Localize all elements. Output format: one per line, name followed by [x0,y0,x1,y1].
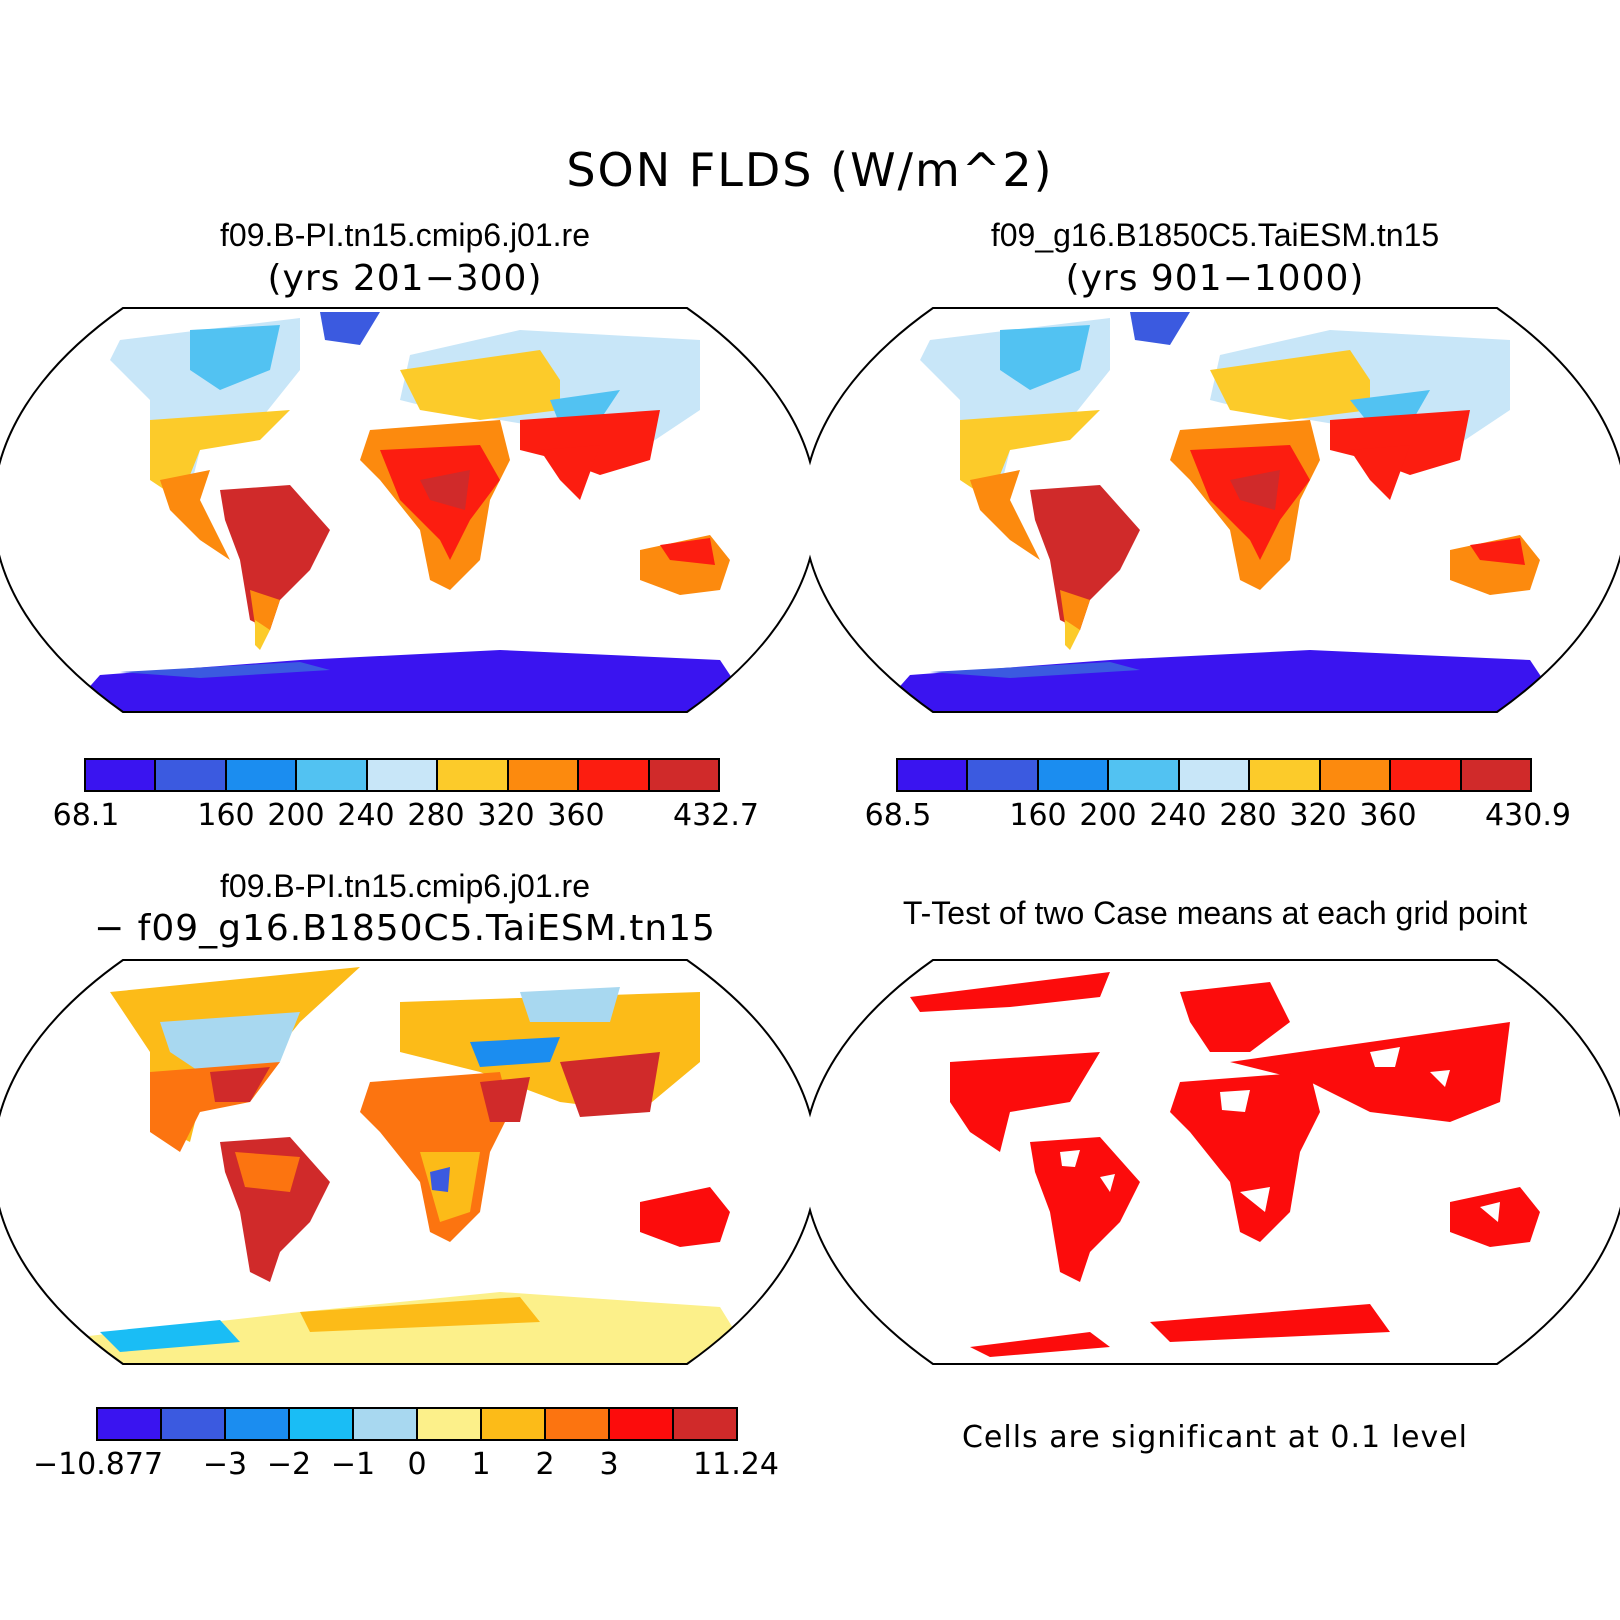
colorbar-segment [1461,760,1530,790]
panel-top-left-subtitle: (yrs 201−300) [267,258,543,299]
colorbar-tick-label: 0 [407,1447,427,1482]
panel-bottom-left-title: f09.B-PI.tn15.cmip6.j01.re [220,868,590,904]
colorbar-segment [1391,760,1462,790]
colorbar-segment [674,1409,736,1439]
colorbar-tick-label: 3 [599,1447,619,1482]
colorbar-segment [649,760,718,790]
colorbar-tick-label: 320 [1289,798,1347,833]
map-bottom-right [810,959,1620,1365]
colorbar-segment [482,1409,546,1439]
colorbar-segment [1250,760,1321,790]
map-top-right [810,307,1620,713]
colorbar-tick-label: 68.1 [52,798,120,833]
colorbar-tick-label: 240 [337,798,395,833]
colorbar-segment [354,1409,418,1439]
colorbar-segment [290,1409,354,1439]
map-bottom-left [0,959,810,1365]
map-top-left [0,307,810,713]
colorbar-segment [968,760,1039,790]
colorbar-segment [156,760,227,790]
colorbar-tick-label: 280 [407,798,465,833]
colorbar-segment [1038,760,1110,790]
colorbar-tick-label: 320 [477,798,535,833]
colorbar-tick-label: 430.9 [1485,798,1571,833]
colorbar-tick-label: 432.7 [673,798,759,833]
colorbar-segment [546,1409,610,1439]
colorbar-segment [86,760,157,790]
panel-bottom-left-subtitle: − f09_g16.B1850C5.TaiESM.tn15 [94,908,716,949]
colorbar-segment [226,1409,290,1439]
colorbar-tick-label: 200 [1079,798,1137,833]
colorbar-segment [418,1409,482,1439]
colorbar-segment [1179,760,1251,790]
colorbar-segment [98,1409,162,1439]
colorbar-segment [297,760,368,790]
colorbar-segment [1320,760,1392,790]
colorbar-segment [508,760,580,790]
colorbar-tick-label: 2 [535,1447,555,1482]
colorbar-tick-label: −10.877 [32,1447,164,1482]
colorbar-tick-label: 200 [267,798,325,833]
significance-note: Cells are significant at 0.1 level [961,1420,1468,1455]
colorbar-segment [438,760,509,790]
colorbar-segment [610,1409,674,1439]
panel-top-right-title: f09_g16.B1850C5.TaiESM.tn15 [990,217,1440,253]
colorbar-segment [226,760,298,790]
colorbar-tick-label: 240 [1149,798,1207,833]
colorbar-segment [367,760,439,790]
colorbar-tick-label: 11.24 [693,1447,779,1482]
colorbar-top-right [896,758,1532,792]
panel-bottom-right-title: T-Test of two Case means at each grid po… [902,895,1528,931]
colorbar-tick-label: −2 [266,1447,312,1482]
main-title: SON FLDS (W/m^2) [566,143,1054,197]
colorbar-tick-label: 1 [471,1447,491,1482]
colorbar-tick-label: 68.5 [864,798,932,833]
colorbar-tick-label: 160 [197,798,255,833]
colorbar-top-left [84,758,720,792]
colorbar-bottom-left [96,1407,738,1441]
colorbar-tick-label: 360 [1359,798,1417,833]
colorbar-tick-label: −3 [202,1447,248,1482]
colorbar-tick-label: 160 [1009,798,1067,833]
colorbar-tick-label: 360 [547,798,605,833]
panel-top-right-subtitle: (yrs 901−1000) [1065,258,1365,299]
colorbar-tick-label: −1 [330,1447,376,1482]
colorbar-segment [579,760,650,790]
panel-top-left-title: f09.B-PI.tn15.cmip6.j01.re [220,217,590,253]
colorbar-segment [1109,760,1180,790]
colorbar-segment [898,760,969,790]
colorbar-segment [162,1409,226,1439]
colorbar-tick-label: 280 [1219,798,1277,833]
